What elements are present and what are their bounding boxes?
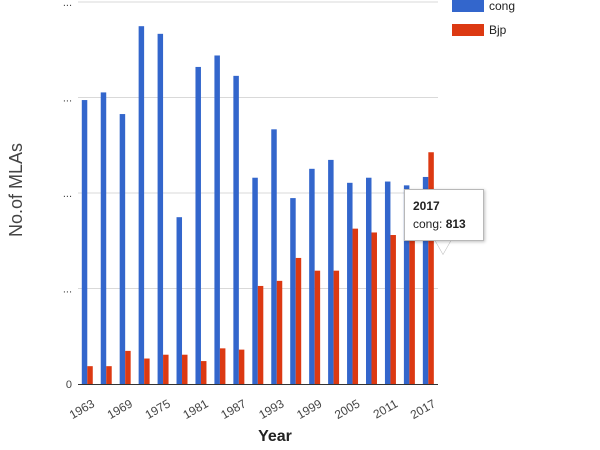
- bar-cong-1966[interactable]: [100, 92, 107, 384]
- y-tick-label: ...: [63, 93, 72, 105]
- legend-swatch-cong: [452, 0, 484, 12]
- tooltip-title: 2017: [413, 199, 440, 213]
- x-tick-label: 1993: [256, 396, 286, 422]
- bar-cong-2008[interactable]: [366, 177, 372, 384]
- bar-cong-2014[interactable]: [403, 185, 410, 384]
- x-tick-label: 1987: [218, 396, 248, 422]
- bar-bjp-1999[interactable]: [314, 270, 321, 384]
- gridlines: [78, 1, 438, 289]
- bar-cong-1987[interactable]: [233, 75, 239, 384]
- x-tick-label: 1975: [143, 396, 173, 422]
- bar-bjp-1972[interactable]: [144, 358, 150, 384]
- bar-cong-1975[interactable]: [157, 33, 164, 384]
- tooltip: 2017 cong: 813: [404, 189, 484, 241]
- y-tick-label: ...: [63, 188, 72, 200]
- bar-bjp-1987[interactable]: [238, 349, 245, 384]
- x-tick-label: 2005: [332, 396, 362, 422]
- bar-cong-1999[interactable]: [309, 168, 315, 384]
- bars: [81, 26, 434, 385]
- bar-bjp-1978[interactable]: [182, 354, 188, 384]
- y-tick-label: 0: [66, 379, 72, 391]
- bar-bjp-1981[interactable]: [200, 361, 207, 384]
- x-tick-label: 1999: [294, 396, 324, 422]
- bar-cong-1969[interactable]: [119, 114, 126, 385]
- bar-bjp-1966[interactable]: [106, 366, 112, 384]
- bar-cong-2005[interactable]: [347, 182, 353, 384]
- x-tick-label: 1981: [181, 396, 211, 422]
- x-tick-label: 1963: [67, 396, 97, 422]
- tooltip-value-line: cong: 813: [413, 217, 466, 231]
- bar-bjp-2014[interactable]: [409, 228, 415, 384]
- tooltip-series-label: cong: [413, 217, 440, 231]
- x-tick-label: 2011: [371, 396, 401, 421]
- bar-cong-2011[interactable]: [384, 181, 391, 384]
- x-axis-label: Year: [258, 428, 292, 445]
- bar-bjp-1975[interactable]: [163, 354, 169, 384]
- bar-cong-1993[interactable]: [271, 129, 277, 384]
- y-tick-label: ...: [63, 0, 72, 9]
- bar-cong-1984[interactable]: [214, 55, 220, 384]
- bar-cong-1981[interactable]: [195, 66, 201, 384]
- y-tick-labels: 0............: [63, 0, 72, 391]
- bar-bjp-2002[interactable]: [333, 270, 340, 384]
- legend-label-bjp: Bjp: [489, 23, 507, 37]
- bar-cong-1963[interactable]: [81, 100, 88, 385]
- bar-bjp-2011[interactable]: [390, 235, 396, 384]
- x-tick-label: 1969: [105, 396, 135, 422]
- x-tick-labels: 1963 1969 1975 1981 1987 1993 1999 2005 2011 2017: [67, 396, 438, 422]
- legend-swatch-bjp: [452, 24, 484, 36]
- bar-bjp-2005[interactable]: [352, 228, 359, 384]
- bar-bjp-1990[interactable]: [257, 285, 264, 384]
- tooltip-value: 813: [445, 217, 466, 231]
- legend-item-bjp: Bjp: [452, 23, 506, 37]
- y-axis-label: No.of MLAs: [6, 143, 26, 237]
- bar-bjp-1969[interactable]: [125, 350, 131, 384]
- bar-cong-1978[interactable]: [176, 217, 183, 384]
- legend-label-cong: cong: [489, 0, 516, 13]
- bar-bjp-2008[interactable]: [371, 232, 377, 384]
- bar-cong-2002[interactable]: [328, 159, 334, 384]
- tooltip-pointer: [435, 240, 451, 254]
- bar-cong-1996[interactable]: [290, 198, 296, 384]
- bar-bjp-2017[interactable]: [428, 152, 434, 384]
- bar-bjp-1996[interactable]: [295, 257, 302, 384]
- y-tick-label: ...: [63, 284, 72, 296]
- legend-item-cong: cong: [452, 0, 515, 13]
- bar-cong-2017[interactable]: [422, 176, 429, 384]
- bar-bjp-1963[interactable]: [87, 366, 93, 384]
- bar-cong-1990[interactable]: [252, 177, 258, 384]
- bar-cong-1972[interactable]: [138, 26, 145, 384]
- bar-bjp-1993[interactable]: [276, 280, 283, 384]
- bar-bjp-1984[interactable]: [219, 348, 226, 384]
- x-tick-label: 2017: [408, 396, 438, 422]
